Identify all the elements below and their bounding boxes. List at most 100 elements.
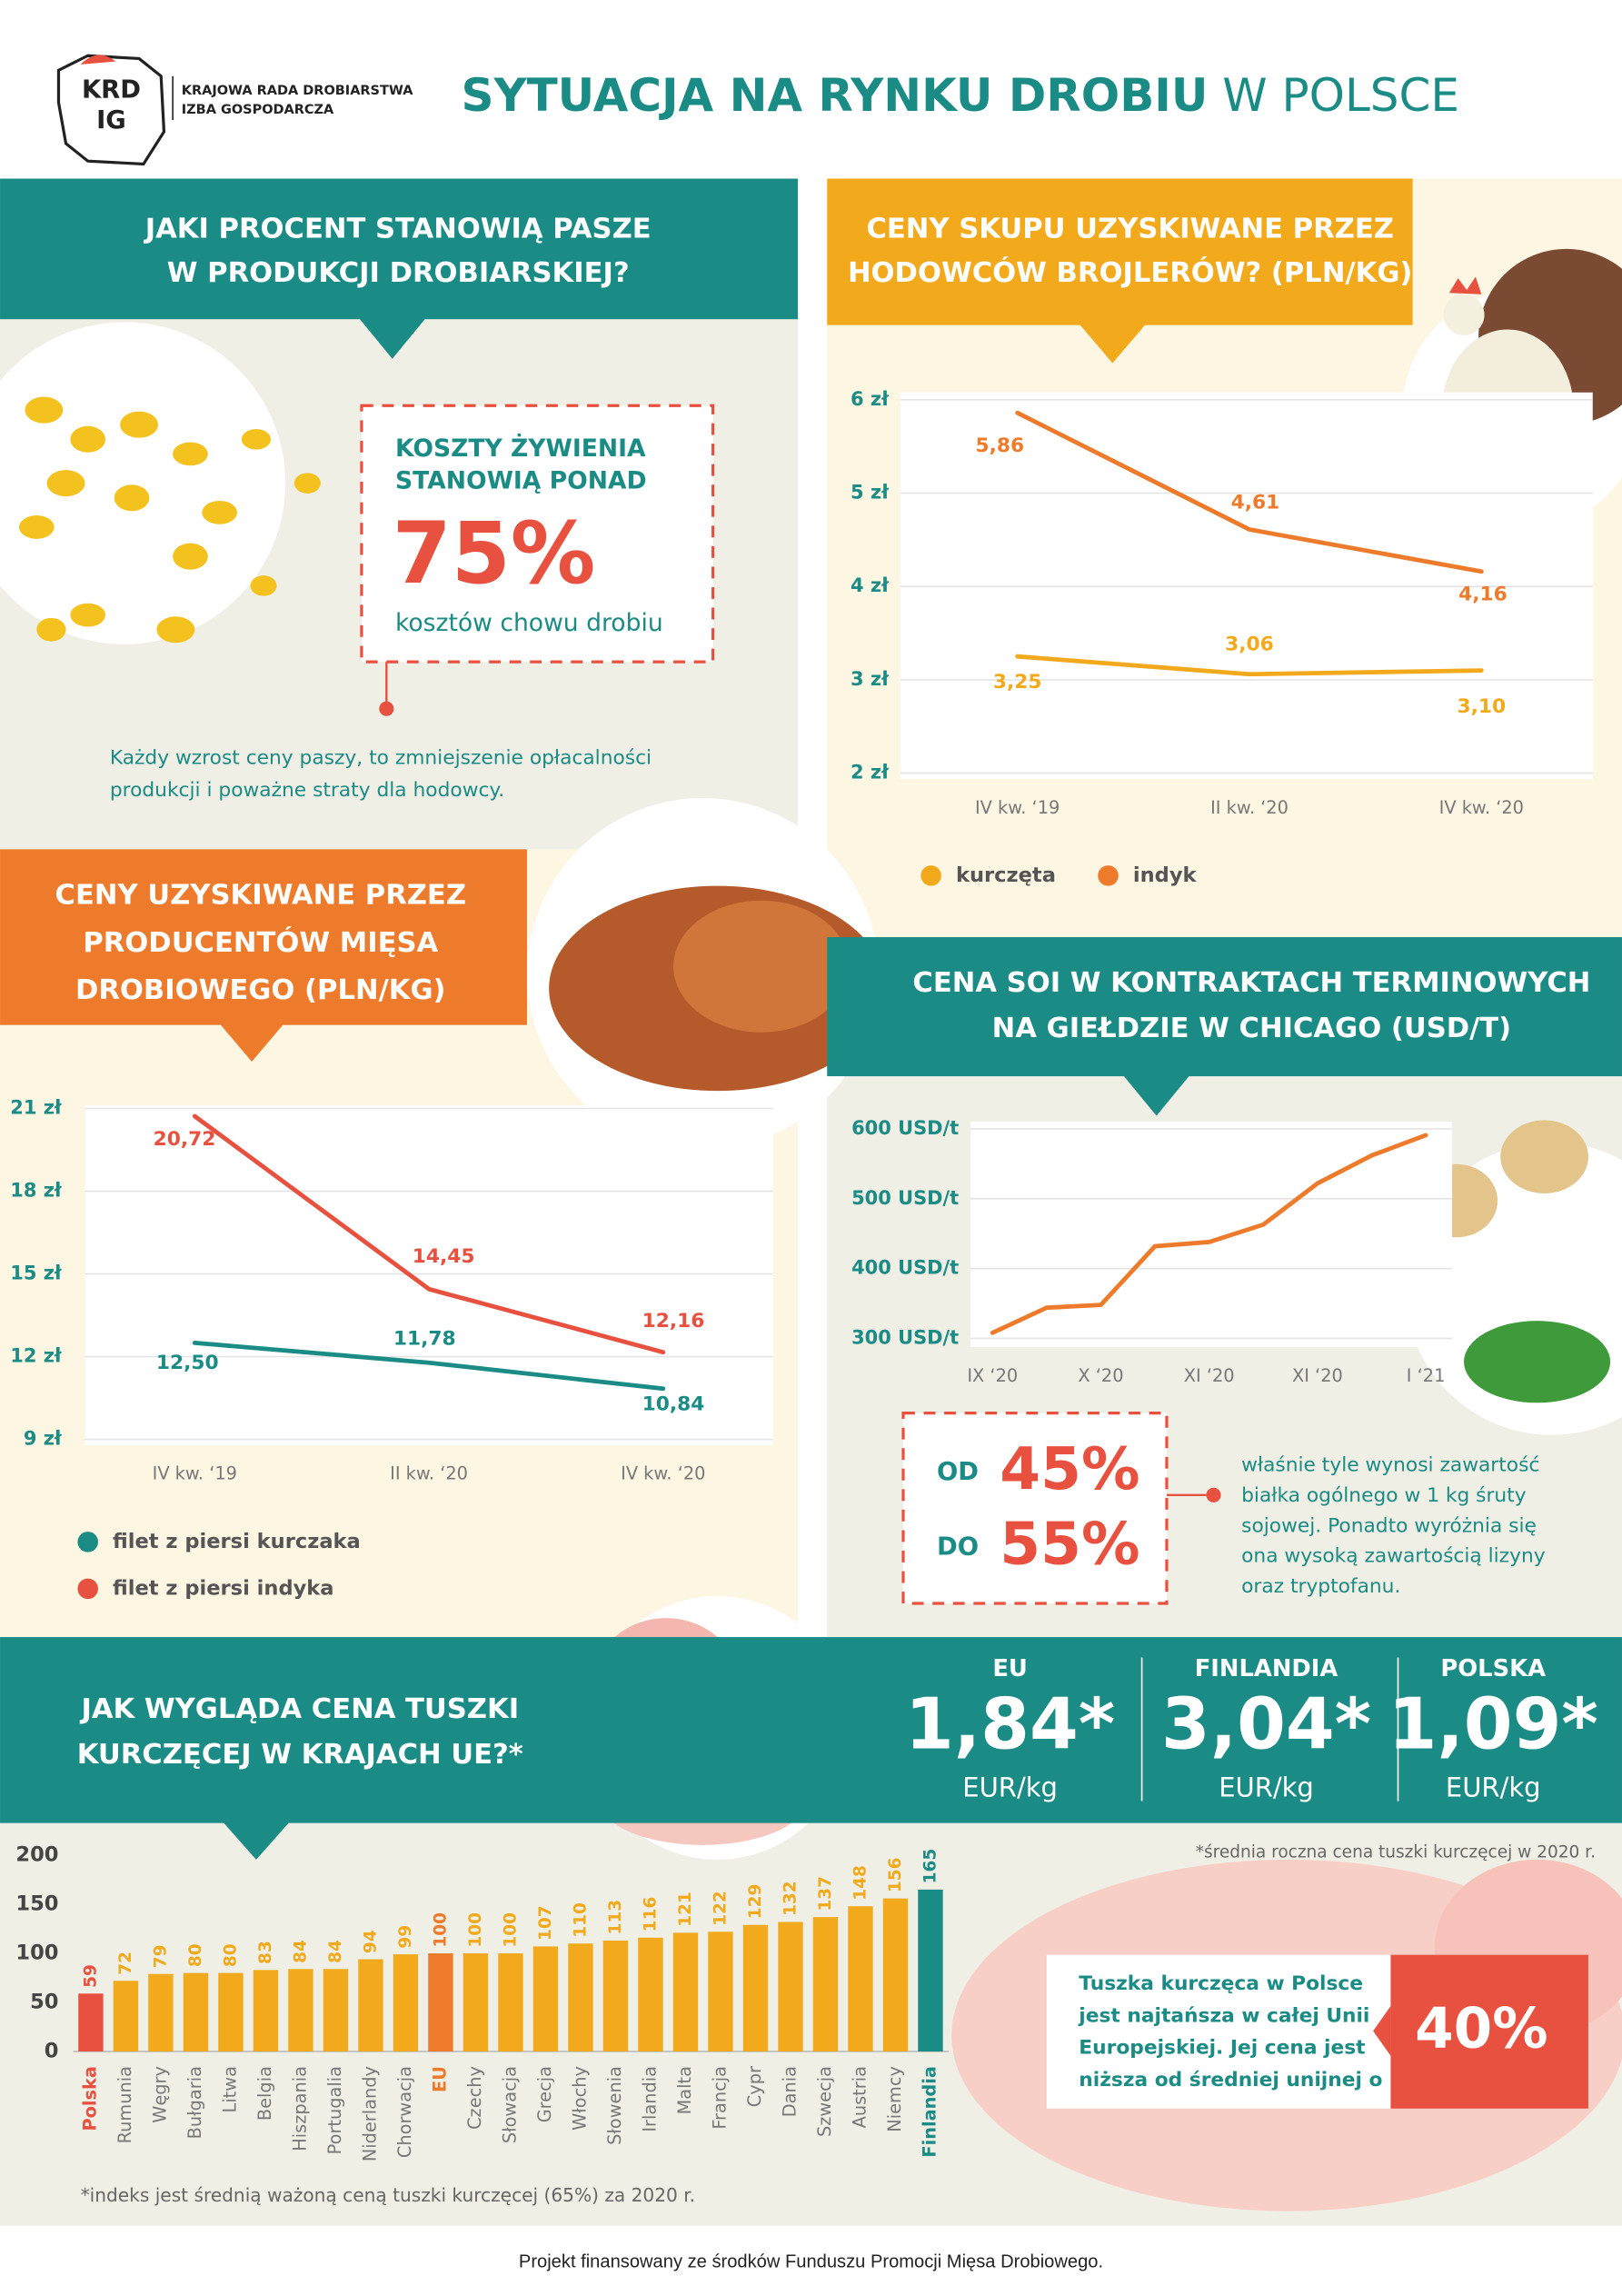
y-tick-label: 12 zł <box>10 1345 63 1367</box>
x-tick-label: Dania <box>779 2066 800 2117</box>
bar <box>288 1969 313 2051</box>
logo-text: IG <box>96 106 126 135</box>
x-tick-label: Słowacja <box>499 2066 520 2143</box>
chart-title: CENA SOI W KONTRAKTACH TERMINOWYCH <box>912 967 1590 999</box>
callout-box <box>360 404 715 664</box>
value-label: 20,72 <box>154 1128 216 1151</box>
value-label: 12,16 <box>642 1310 705 1333</box>
heading-band <box>0 178 799 320</box>
x-tick-label: Cypr <box>744 2066 765 2107</box>
bar <box>638 1937 663 2051</box>
chart-title: JAK WYGLĄDA CENA TUSZKI <box>79 1693 519 1725</box>
pointer <box>222 1822 290 1860</box>
value-label: 10,84 <box>642 1393 705 1415</box>
callout-value: 55% <box>1000 1510 1139 1578</box>
x-tick-label: Grecja <box>534 2066 555 2122</box>
note: *średnia roczna cena tuszki kurczęcej w … <box>1196 1842 1596 1862</box>
y-tick-label: 0 <box>45 2039 59 2062</box>
page-title: SYTUACJA NA RYNKU DROBIU W POLSCE <box>461 68 1458 121</box>
y-tick-label: 600 USD/t <box>851 1117 959 1139</box>
x-tick-label: Polska <box>79 2066 100 2131</box>
connector-dot <box>1206 1487 1221 1502</box>
x-tick-label: Szwecja <box>814 2066 835 2137</box>
y-tick-label: 2 zł <box>851 762 890 784</box>
info-box <box>1046 1954 1391 2109</box>
x-tick-label: Bułgaria <box>184 2066 205 2139</box>
plot-area <box>970 1122 1453 1348</box>
line <box>1015 410 1484 574</box>
bar <box>918 1889 943 2051</box>
soy-pod <box>1463 1321 1611 1403</box>
x-tick-label: X ‘20 <box>1078 1365 1123 1386</box>
legend-swatch <box>77 1532 98 1552</box>
line <box>1015 654 1484 677</box>
heading-band <box>827 178 1413 325</box>
callout-text: OD <box>937 1458 979 1486</box>
info-line: jest najtańsza w całej Unii <box>1078 2004 1369 2027</box>
bar <box>708 1932 733 2051</box>
value-label: 148 <box>851 1865 870 1901</box>
value-label: 100 <box>466 1912 485 1948</box>
soybean <box>1500 1120 1588 1193</box>
value-label: 59 <box>81 1964 100 1988</box>
chart-title: CENY SKUPU UZYSKIWANE PRZEZ <box>866 213 1393 245</box>
value-label: 4,16 <box>1458 584 1508 606</box>
bar <box>393 1954 419 2051</box>
bar <box>113 1981 139 2051</box>
x-tick-label: XI ‘20 <box>1184 1365 1235 1386</box>
value-label: 100 <box>501 1912 520 1948</box>
y-tick-label: 150 <box>15 1892 58 1916</box>
x-tick-label: Austria <box>849 2066 870 2128</box>
value-label: 132 <box>781 1881 800 1916</box>
price-unit: EUR/kg <box>1219 1772 1314 1803</box>
chart-title: NA GIEŁDZIE W CHICAGO (USD/T) <box>992 1013 1512 1044</box>
comb <box>1448 276 1482 294</box>
price-unit: EUR/kg <box>962 1772 1058 1803</box>
bar <box>882 1898 909 2051</box>
value-label: 129 <box>746 1884 765 1920</box>
charts: CENY SKUPU UZYSKIWANE PRZEZ HODOWCÓW BROJ… <box>10 213 1593 2206</box>
chicken-head <box>1443 294 1485 335</box>
bar <box>148 1973 174 2051</box>
x-tick-label: XI ‘20 <box>1292 1365 1343 1386</box>
value-label: 72 <box>116 1952 135 1975</box>
chart-title: DROBIOWEGO (PLN/KG) <box>75 974 446 1006</box>
logo-mark <box>80 55 116 65</box>
value-label: 107 <box>536 1905 555 1941</box>
callout-caption: kosztów chowu drobiu <box>395 609 663 637</box>
bar <box>428 1953 453 2051</box>
note-line: sojowej. Ponadto wyróżnia się <box>1241 1514 1537 1537</box>
info-value: 40% <box>1415 1997 1548 2061</box>
bar <box>532 1946 559 2051</box>
price-value: 1,84* <box>905 1684 1115 1766</box>
x-tick-label: IV kw. ‘19 <box>153 1463 237 1484</box>
price-name: EU <box>992 1655 1028 1682</box>
value-label: 137 <box>816 1876 835 1912</box>
info-text: Tuszka kurczęca w Polsce jest najtańsza w… <box>1078 1972 1382 2091</box>
heading-band <box>0 1637 1622 1823</box>
callout-value: 45% <box>1000 1435 1139 1503</box>
y-tick-label: 6 zł <box>851 388 890 410</box>
x-tick-label: II kw. ‘20 <box>390 1463 468 1484</box>
legend-swatch <box>920 865 941 886</box>
value-label: 79 <box>151 1944 170 1968</box>
org-name: IZBA GOSPODARCZA <box>182 103 334 117</box>
info-line: Tuszka kurczęca w Polsce <box>1079 1972 1363 1995</box>
pointer <box>358 317 426 359</box>
heading: W PRODUKCJI DROBIARSKIEJ? <box>167 257 630 289</box>
org-name: KRAJOWA RADA DROBIARSTWA <box>182 84 413 98</box>
value-label: 113 <box>606 1900 625 1935</box>
y-tick-label: 500 USD/t <box>851 1187 959 1209</box>
bar <box>778 1922 803 2051</box>
chart-note: *indeks jest średnią ważoną ceną tuszki … <box>81 2184 695 2206</box>
line <box>192 1340 666 1392</box>
x-tick-label: II kw. ‘20 <box>1210 797 1289 818</box>
value-label: 99 <box>396 1925 415 1949</box>
y-tick-label: 3 zł <box>851 668 890 690</box>
info-line: niższa od średniej unijnej o <box>1079 2069 1382 2091</box>
bar <box>253 1970 279 2051</box>
roast-leg <box>673 900 850 1033</box>
corn <box>18 396 321 644</box>
